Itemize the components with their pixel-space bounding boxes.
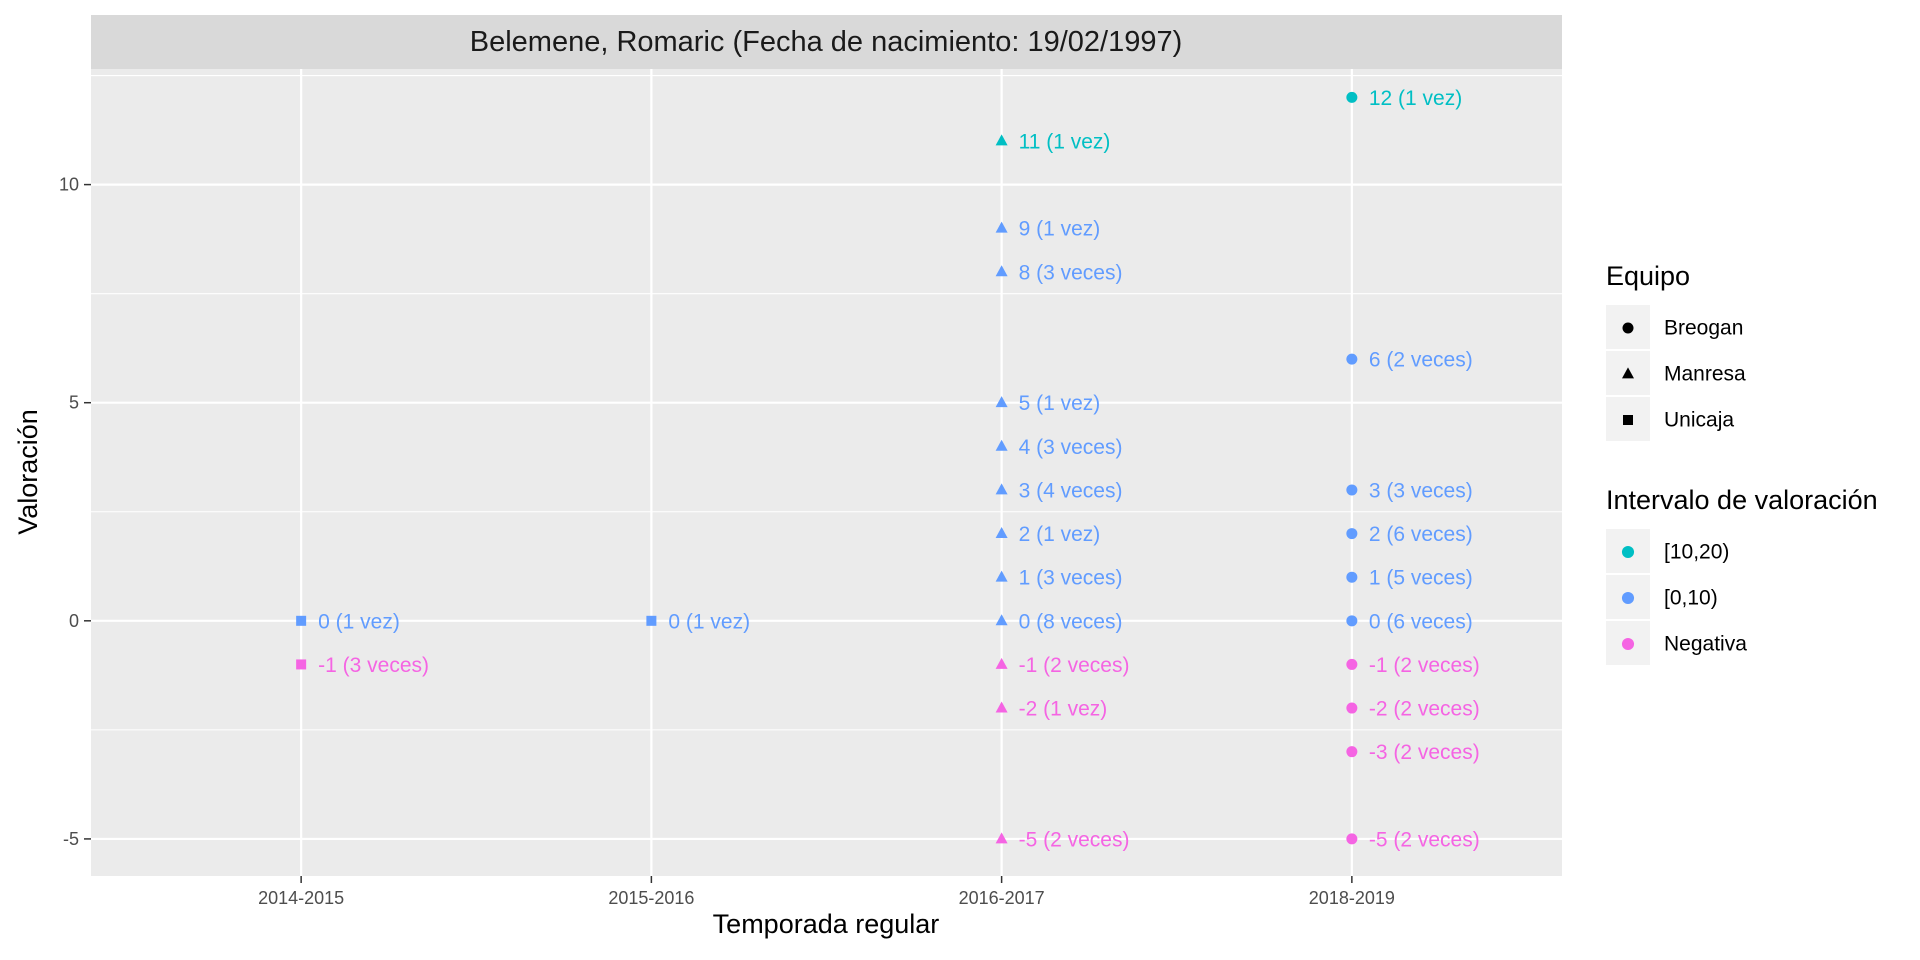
legend-entry-label: [0,10)	[1664, 587, 1718, 610]
data-label: -3 (2 veces)	[1369, 741, 1480, 764]
legend-title: Equipo	[1606, 261, 1690, 291]
legend-entry-label: Manresa	[1664, 363, 1746, 386]
x-axis: 2014-2015 2015-2016 2016-2017 2018-2019	[258, 876, 1395, 908]
legend-key-circle	[1622, 322, 1634, 334]
data-point	[1346, 615, 1358, 627]
legend: Equipo Breogan Manresa Unicaja Intervalo de …	[1606, 261, 1878, 665]
data-label: -5 (2 veces)	[1369, 828, 1480, 851]
grid-lines	[91, 69, 1562, 876]
data-point	[1346, 746, 1358, 758]
legend-key-color	[1621, 637, 1635, 651]
data-labels: 0 (1 vez) -1 (3 veces) 0 (1 vez) 11 (1 vez)…	[318, 87, 1480, 852]
data-point	[296, 659, 307, 670]
x-tick-label: 2014-2015	[258, 888, 344, 908]
data-label: -1 (2 veces)	[1019, 654, 1130, 677]
y-tick-label: 0	[69, 611, 79, 631]
data-point	[1346, 658, 1358, 670]
data-label: 1 (3 veces)	[1019, 567, 1123, 590]
data-point	[995, 221, 1008, 233]
data-label: 2 (6 veces)	[1369, 523, 1473, 546]
data-label: 6 (2 veces)	[1369, 349, 1473, 372]
data-label: 0 (1 vez)	[668, 610, 750, 633]
y-axis: -5 0 5 10	[59, 175, 91, 849]
legend-key-color	[1621, 591, 1635, 605]
data-label: 12 (1 vez)	[1369, 87, 1462, 110]
data-label: 0 (8 veces)	[1019, 610, 1123, 633]
data-label: -2 (1 vez)	[1019, 698, 1108, 721]
data-label: -1 (2 veces)	[1369, 654, 1480, 677]
data-point	[1346, 571, 1358, 583]
data-label: 3 (4 veces)	[1019, 479, 1123, 502]
y-axis-title: Valoración	[13, 409, 43, 535]
legend-key-triangle	[1622, 367, 1634, 379]
data-point	[1346, 353, 1358, 365]
data-point	[1346, 484, 1358, 496]
data-label: -5 (2 veces)	[1019, 828, 1130, 851]
data-point	[995, 657, 1008, 669]
data-point	[1346, 702, 1358, 714]
data-label: 3 (3 veces)	[1369, 479, 1473, 502]
data-point	[646, 615, 657, 626]
x-tick-label: 2016-2017	[959, 888, 1045, 908]
data-label: 11 (1 vez)	[1019, 130, 1111, 153]
data-label: -1 (3 veces)	[318, 654, 429, 677]
data-label: 5 (1 vez)	[1019, 392, 1101, 415]
legend-key-color	[1621, 545, 1635, 559]
data-points	[296, 91, 1358, 845]
data-point	[995, 483, 1008, 495]
data-point	[995, 832, 1008, 844]
y-tick-label: 10	[59, 175, 79, 195]
legend-entry-label: Breogan	[1664, 317, 1743, 340]
legend-title: Intervalo de valoración	[1606, 485, 1878, 515]
facet-strip: Belemene, Romaric (Fecha de nacimiento: …	[91, 15, 1562, 69]
data-label: 0 (6 veces)	[1369, 610, 1473, 633]
data-point	[995, 134, 1008, 146]
data-label: 4 (3 veces)	[1019, 436, 1123, 459]
data-point	[995, 614, 1008, 626]
data-point	[995, 526, 1008, 538]
data-point	[995, 396, 1008, 408]
data-point	[995, 265, 1008, 277]
legend-entry-label: [10,20)	[1664, 541, 1729, 564]
data-point	[995, 439, 1008, 451]
legend-key-square	[1623, 415, 1633, 425]
data-label: 1 (5 veces)	[1369, 567, 1473, 590]
x-tick-label: 2015-2016	[608, 888, 694, 908]
data-point	[995, 701, 1008, 713]
data-point	[1346, 91, 1358, 103]
legend-entry-label: Negativa	[1664, 633, 1747, 656]
chart-title: Belemene, Romaric (Fecha de nacimiento: …	[470, 26, 1183, 58]
legend-entry-label: Unicaja	[1664, 409, 1734, 432]
data-point	[995, 570, 1008, 582]
plot-panel: 0 (1 vez) -1 (3 veces) 0 (1 vez) 11 (1 vez)…	[91, 69, 1562, 876]
y-tick-label: 5	[69, 393, 79, 413]
data-point	[296, 615, 307, 626]
data-point	[1346, 528, 1358, 540]
x-axis-title: Temporada regular	[713, 909, 940, 939]
data-point	[1346, 833, 1358, 845]
data-label: 9 (1 vez)	[1019, 218, 1101, 241]
data-label: 2 (1 vez)	[1019, 523, 1101, 546]
data-label: 8 (3 veces)	[1019, 261, 1123, 284]
data-label: 0 (1 vez)	[318, 610, 400, 633]
y-tick-label: -5	[63, 829, 79, 849]
facet-strip-background	[91, 15, 1562, 69]
plot-panel-background	[91, 69, 1562, 876]
data-label: -2 (2 veces)	[1369, 698, 1480, 721]
x-tick-label: 2018-2019	[1309, 888, 1395, 908]
